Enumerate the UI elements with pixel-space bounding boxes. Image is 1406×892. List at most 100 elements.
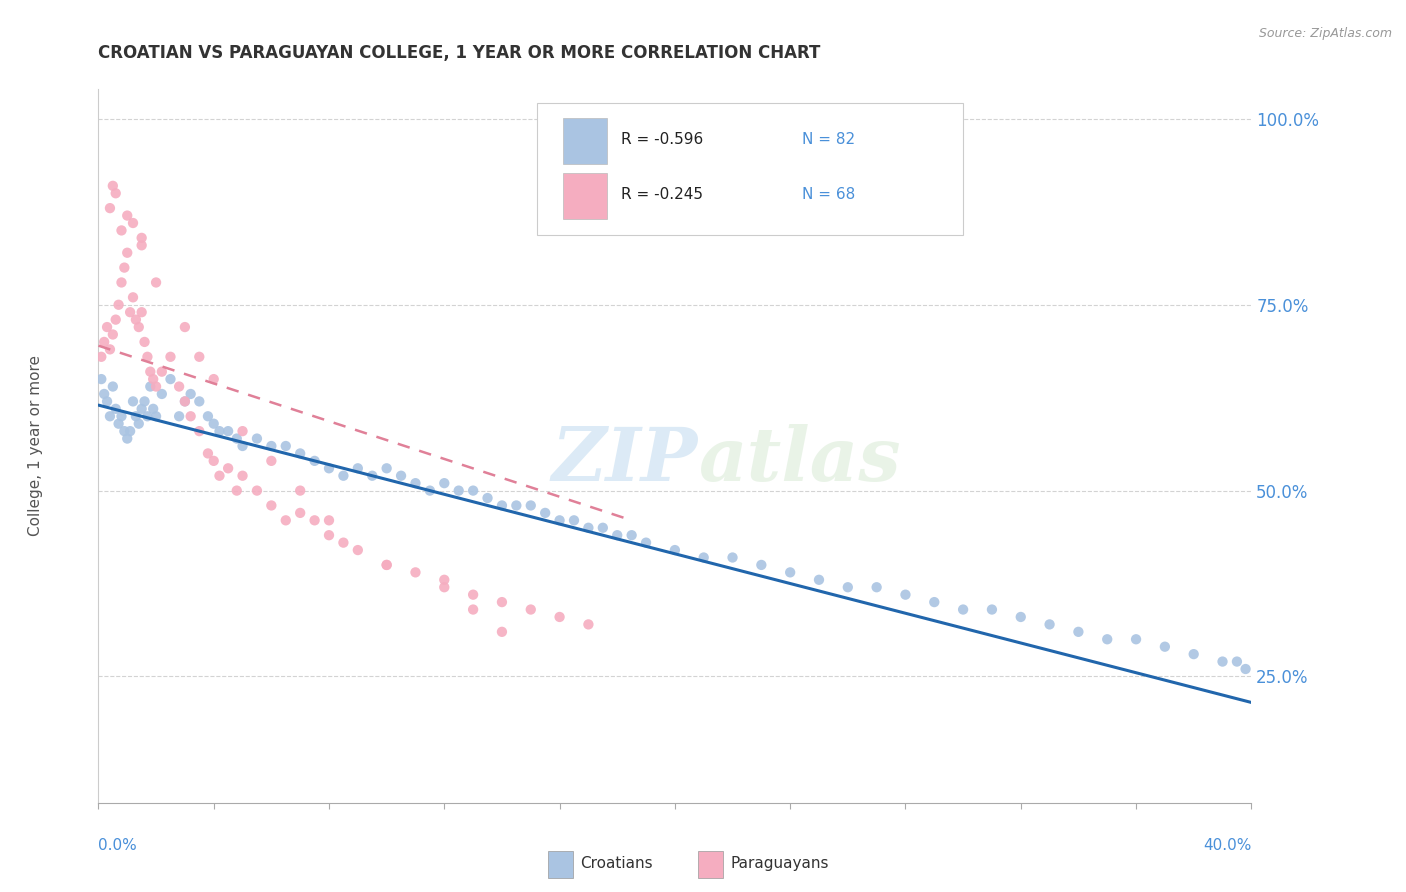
Point bbox=[332, 468, 354, 483]
Point bbox=[180, 387, 202, 401]
Point bbox=[131, 305, 153, 319]
Point bbox=[433, 573, 456, 587]
Point bbox=[231, 439, 254, 453]
Text: 0.0%: 0.0% bbox=[98, 838, 138, 854]
Point bbox=[197, 409, 219, 424]
Point bbox=[866, 580, 889, 594]
Point bbox=[405, 476, 427, 491]
Point bbox=[231, 468, 254, 483]
Point bbox=[180, 409, 202, 424]
Point bbox=[145, 379, 167, 393]
Point bbox=[1153, 640, 1175, 654]
Point bbox=[208, 468, 231, 483]
Point bbox=[274, 513, 297, 527]
Point bbox=[225, 432, 247, 446]
Point bbox=[112, 260, 135, 275]
Point bbox=[578, 521, 600, 535]
Point bbox=[346, 461, 368, 475]
Point bbox=[447, 483, 470, 498]
Point bbox=[131, 231, 153, 245]
Point bbox=[145, 276, 167, 290]
Point bbox=[110, 409, 132, 424]
Point bbox=[217, 424, 239, 438]
Point bbox=[520, 499, 543, 513]
Point bbox=[1067, 624, 1090, 639]
Point bbox=[101, 178, 124, 193]
Text: Source: ZipAtlas.com: Source: ZipAtlas.com bbox=[1258, 27, 1392, 40]
Point bbox=[375, 558, 398, 572]
Point bbox=[93, 387, 115, 401]
Point bbox=[134, 334, 156, 349]
Point bbox=[136, 409, 159, 424]
Point bbox=[1097, 632, 1119, 647]
Point bbox=[202, 417, 225, 431]
Point bbox=[98, 409, 121, 424]
Point bbox=[1182, 647, 1205, 661]
Point bbox=[120, 305, 142, 319]
Point bbox=[139, 365, 162, 379]
Point bbox=[664, 543, 686, 558]
Point bbox=[318, 528, 340, 542]
Text: N = 82: N = 82 bbox=[801, 132, 855, 146]
Point bbox=[107, 417, 129, 431]
Text: Paraguayans: Paraguayans bbox=[730, 856, 828, 871]
Point bbox=[606, 528, 628, 542]
Point bbox=[332, 535, 354, 549]
Point bbox=[620, 528, 643, 542]
Point bbox=[693, 550, 716, 565]
Point bbox=[98, 201, 121, 215]
Point bbox=[217, 461, 239, 475]
Point bbox=[107, 298, 129, 312]
Point bbox=[375, 558, 398, 572]
Text: R = -0.245: R = -0.245 bbox=[620, 187, 703, 202]
Point bbox=[90, 372, 112, 386]
Point bbox=[202, 454, 225, 468]
Point bbox=[505, 499, 527, 513]
Point bbox=[361, 468, 384, 483]
Text: Croatians: Croatians bbox=[581, 856, 652, 871]
Point bbox=[562, 513, 585, 527]
Point bbox=[128, 417, 150, 431]
Point bbox=[136, 350, 159, 364]
Point bbox=[260, 439, 283, 453]
Point bbox=[1125, 632, 1147, 647]
Point bbox=[375, 461, 398, 475]
Point bbox=[90, 350, 112, 364]
Point bbox=[197, 446, 219, 460]
Point bbox=[1010, 610, 1032, 624]
Text: atlas: atlas bbox=[697, 424, 901, 497]
Text: CROATIAN VS PARAGUAYAN COLLEGE, 1 YEAR OR MORE CORRELATION CHART: CROATIAN VS PARAGUAYAN COLLEGE, 1 YEAR O… bbox=[98, 45, 821, 62]
Point bbox=[208, 424, 231, 438]
Text: N = 68: N = 68 bbox=[801, 187, 855, 202]
Point bbox=[290, 446, 312, 460]
Point bbox=[142, 372, 165, 386]
Point bbox=[112, 424, 135, 438]
Point bbox=[894, 588, 917, 602]
Point bbox=[159, 372, 181, 386]
Point bbox=[174, 320, 197, 334]
Point bbox=[433, 476, 456, 491]
Point bbox=[1234, 662, 1257, 676]
Point bbox=[167, 379, 190, 393]
Text: ZIP: ZIP bbox=[551, 424, 697, 497]
Point bbox=[101, 379, 124, 393]
Point bbox=[592, 521, 614, 535]
Point bbox=[122, 290, 145, 304]
FancyBboxPatch shape bbox=[537, 103, 963, 235]
Point bbox=[131, 238, 153, 252]
Point bbox=[419, 483, 441, 498]
Point bbox=[167, 409, 190, 424]
Point bbox=[142, 401, 165, 416]
Point bbox=[405, 566, 427, 580]
Point bbox=[779, 566, 801, 580]
Text: 40.0%: 40.0% bbox=[1204, 838, 1251, 854]
Point bbox=[104, 312, 127, 326]
Point bbox=[491, 595, 513, 609]
Point bbox=[491, 624, 513, 639]
Point bbox=[117, 209, 138, 223]
FancyBboxPatch shape bbox=[562, 118, 607, 164]
Point bbox=[981, 602, 1004, 616]
Point bbox=[636, 535, 658, 549]
Point bbox=[150, 387, 173, 401]
Point bbox=[1226, 655, 1249, 669]
